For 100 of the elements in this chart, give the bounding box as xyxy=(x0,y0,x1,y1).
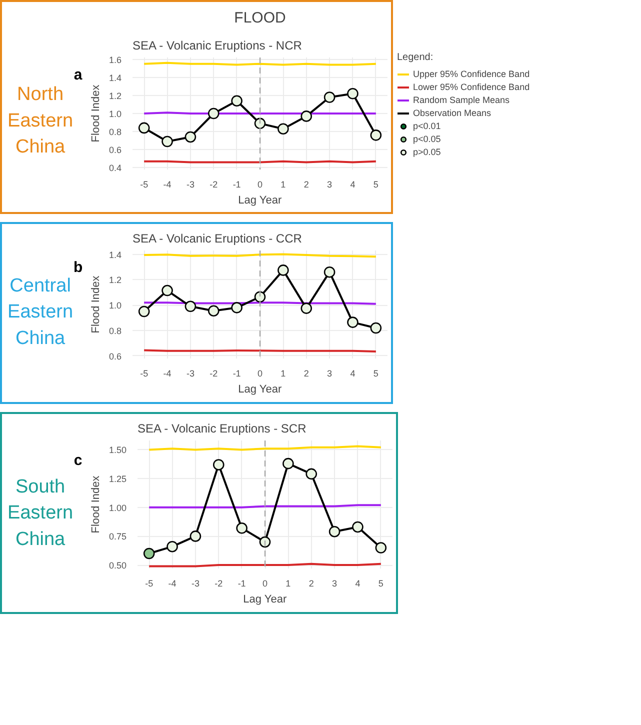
point xyxy=(208,305,220,316)
point xyxy=(212,459,224,470)
point xyxy=(282,458,294,470)
x-tick-label: -4 xyxy=(163,180,172,190)
x-tick-label: -5 xyxy=(145,578,154,588)
y-tick-label: 1.50 xyxy=(108,445,127,456)
x-tick-label: -4 xyxy=(163,368,172,378)
x-tick-label: 4 xyxy=(350,180,356,190)
legend-label: p<0.01 xyxy=(413,120,441,132)
y-tick-label: 1.4 xyxy=(108,72,122,83)
y-tick-label: 0.75 xyxy=(108,532,127,542)
x-tick-label: 0 xyxy=(257,368,263,378)
x-tick-label: 5 xyxy=(378,578,384,588)
x-tick-label: -3 xyxy=(186,180,194,190)
y-axis-title: Flood Index xyxy=(90,275,102,334)
x-tick-label: -2 xyxy=(210,368,218,378)
y-axis-title: Flood Index xyxy=(90,475,102,534)
y-tick-label: 1.6 xyxy=(108,54,122,65)
y-tick-label: 1.4 xyxy=(108,250,122,260)
point xyxy=(190,530,202,542)
point xyxy=(162,136,173,148)
x-tick-label: 4 xyxy=(355,578,360,588)
point xyxy=(184,300,196,312)
x-tick-label: 5 xyxy=(373,180,378,190)
point xyxy=(138,306,150,318)
chart-title: SEA - Volcanic Eruptions - NCR xyxy=(132,38,302,52)
y-tick-label: 0.4 xyxy=(108,163,122,174)
text: South Eastern China xyxy=(8,476,74,550)
point xyxy=(231,302,242,314)
x-tick-label: 1 xyxy=(286,578,291,588)
point xyxy=(166,540,178,552)
x-tick-label: 2 xyxy=(304,368,309,378)
y-tick-label: 0.6 xyxy=(108,145,122,156)
x-tick-label: 2 xyxy=(304,180,309,190)
y-tick-label: 1.0 xyxy=(108,109,122,119)
point xyxy=(370,322,382,334)
legend-label: Random Sample Means xyxy=(413,94,510,106)
chart-title: SEA - Volcanic Eruptions - SCR xyxy=(138,422,307,436)
x-tick-label: 3 xyxy=(332,578,338,588)
x-axis-title: Lag Year xyxy=(238,194,282,206)
point xyxy=(347,88,358,100)
x-tick-label: 1 xyxy=(280,368,286,378)
x-axis-title: Lag Year xyxy=(238,384,282,396)
x-tick-label: -2 xyxy=(214,578,223,588)
text: c xyxy=(74,452,82,469)
y-tick-label: 0.50 xyxy=(108,560,127,571)
legend-label: p>0.05 xyxy=(413,146,441,158)
y-axis-title: Flood Index xyxy=(90,84,102,142)
point xyxy=(300,110,312,122)
x-tick-label: -1 xyxy=(232,368,241,378)
point xyxy=(254,118,266,130)
point xyxy=(254,291,266,303)
x-tick-label: -5 xyxy=(140,368,148,378)
x-tick-label: -3 xyxy=(186,368,194,378)
point xyxy=(347,316,358,328)
x-tick-label: 0 xyxy=(262,578,268,588)
x-tick-label: -3 xyxy=(191,578,200,588)
point xyxy=(328,526,340,538)
y-tick-label: 1.0 xyxy=(108,300,122,311)
text: FLOOD xyxy=(234,10,286,26)
legend-label: Upper 95% Confidence Band xyxy=(413,68,530,80)
x-tick-label: 2 xyxy=(308,578,314,588)
x-tick-label: 5 xyxy=(373,368,378,378)
y-tick-label: 0.8 xyxy=(108,326,122,336)
y-tick-label: 1.2 xyxy=(108,275,122,286)
point xyxy=(300,302,312,314)
y-tick-label: 1.00 xyxy=(108,502,127,513)
x-tick-label: -1 xyxy=(232,180,241,190)
point xyxy=(324,266,336,278)
text: North Eastern China xyxy=(8,84,74,158)
x-tick-label: 1 xyxy=(280,180,286,190)
y-tick-label: 0.8 xyxy=(108,127,122,138)
legend-label: Lower 95% Confidence Band xyxy=(413,81,530,93)
point xyxy=(184,131,196,143)
x-tick-label: -4 xyxy=(168,578,176,588)
x-tick-label: 3 xyxy=(327,180,332,190)
point xyxy=(208,108,220,120)
point xyxy=(370,130,382,141)
point xyxy=(236,522,248,534)
text: a xyxy=(74,66,83,84)
point xyxy=(259,536,271,548)
y-tick-label: 1.2 xyxy=(108,90,122,101)
point xyxy=(138,122,150,134)
x-axis-title: Lag Year xyxy=(243,594,287,606)
x-tick-label: 0 xyxy=(257,180,263,190)
point xyxy=(375,542,387,554)
text: b xyxy=(74,258,83,276)
x-tick-label: -1 xyxy=(238,578,246,588)
legend-label: p<0.05 xyxy=(413,133,441,145)
x-tick-label: 4 xyxy=(350,368,356,378)
point xyxy=(231,95,242,106)
legend-label: Observation Means xyxy=(413,107,492,119)
x-tick-label: -5 xyxy=(140,180,148,190)
point xyxy=(143,548,155,560)
point xyxy=(162,284,173,296)
x-tick-label: 3 xyxy=(327,368,332,378)
point xyxy=(352,521,364,533)
legend-title: Legend: xyxy=(397,52,434,63)
point xyxy=(278,123,289,134)
point xyxy=(278,264,289,276)
